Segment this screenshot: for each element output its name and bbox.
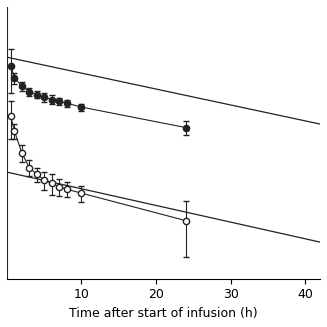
X-axis label: Time after start of infusion (h): Time after start of infusion (h): [69, 307, 258, 320]
